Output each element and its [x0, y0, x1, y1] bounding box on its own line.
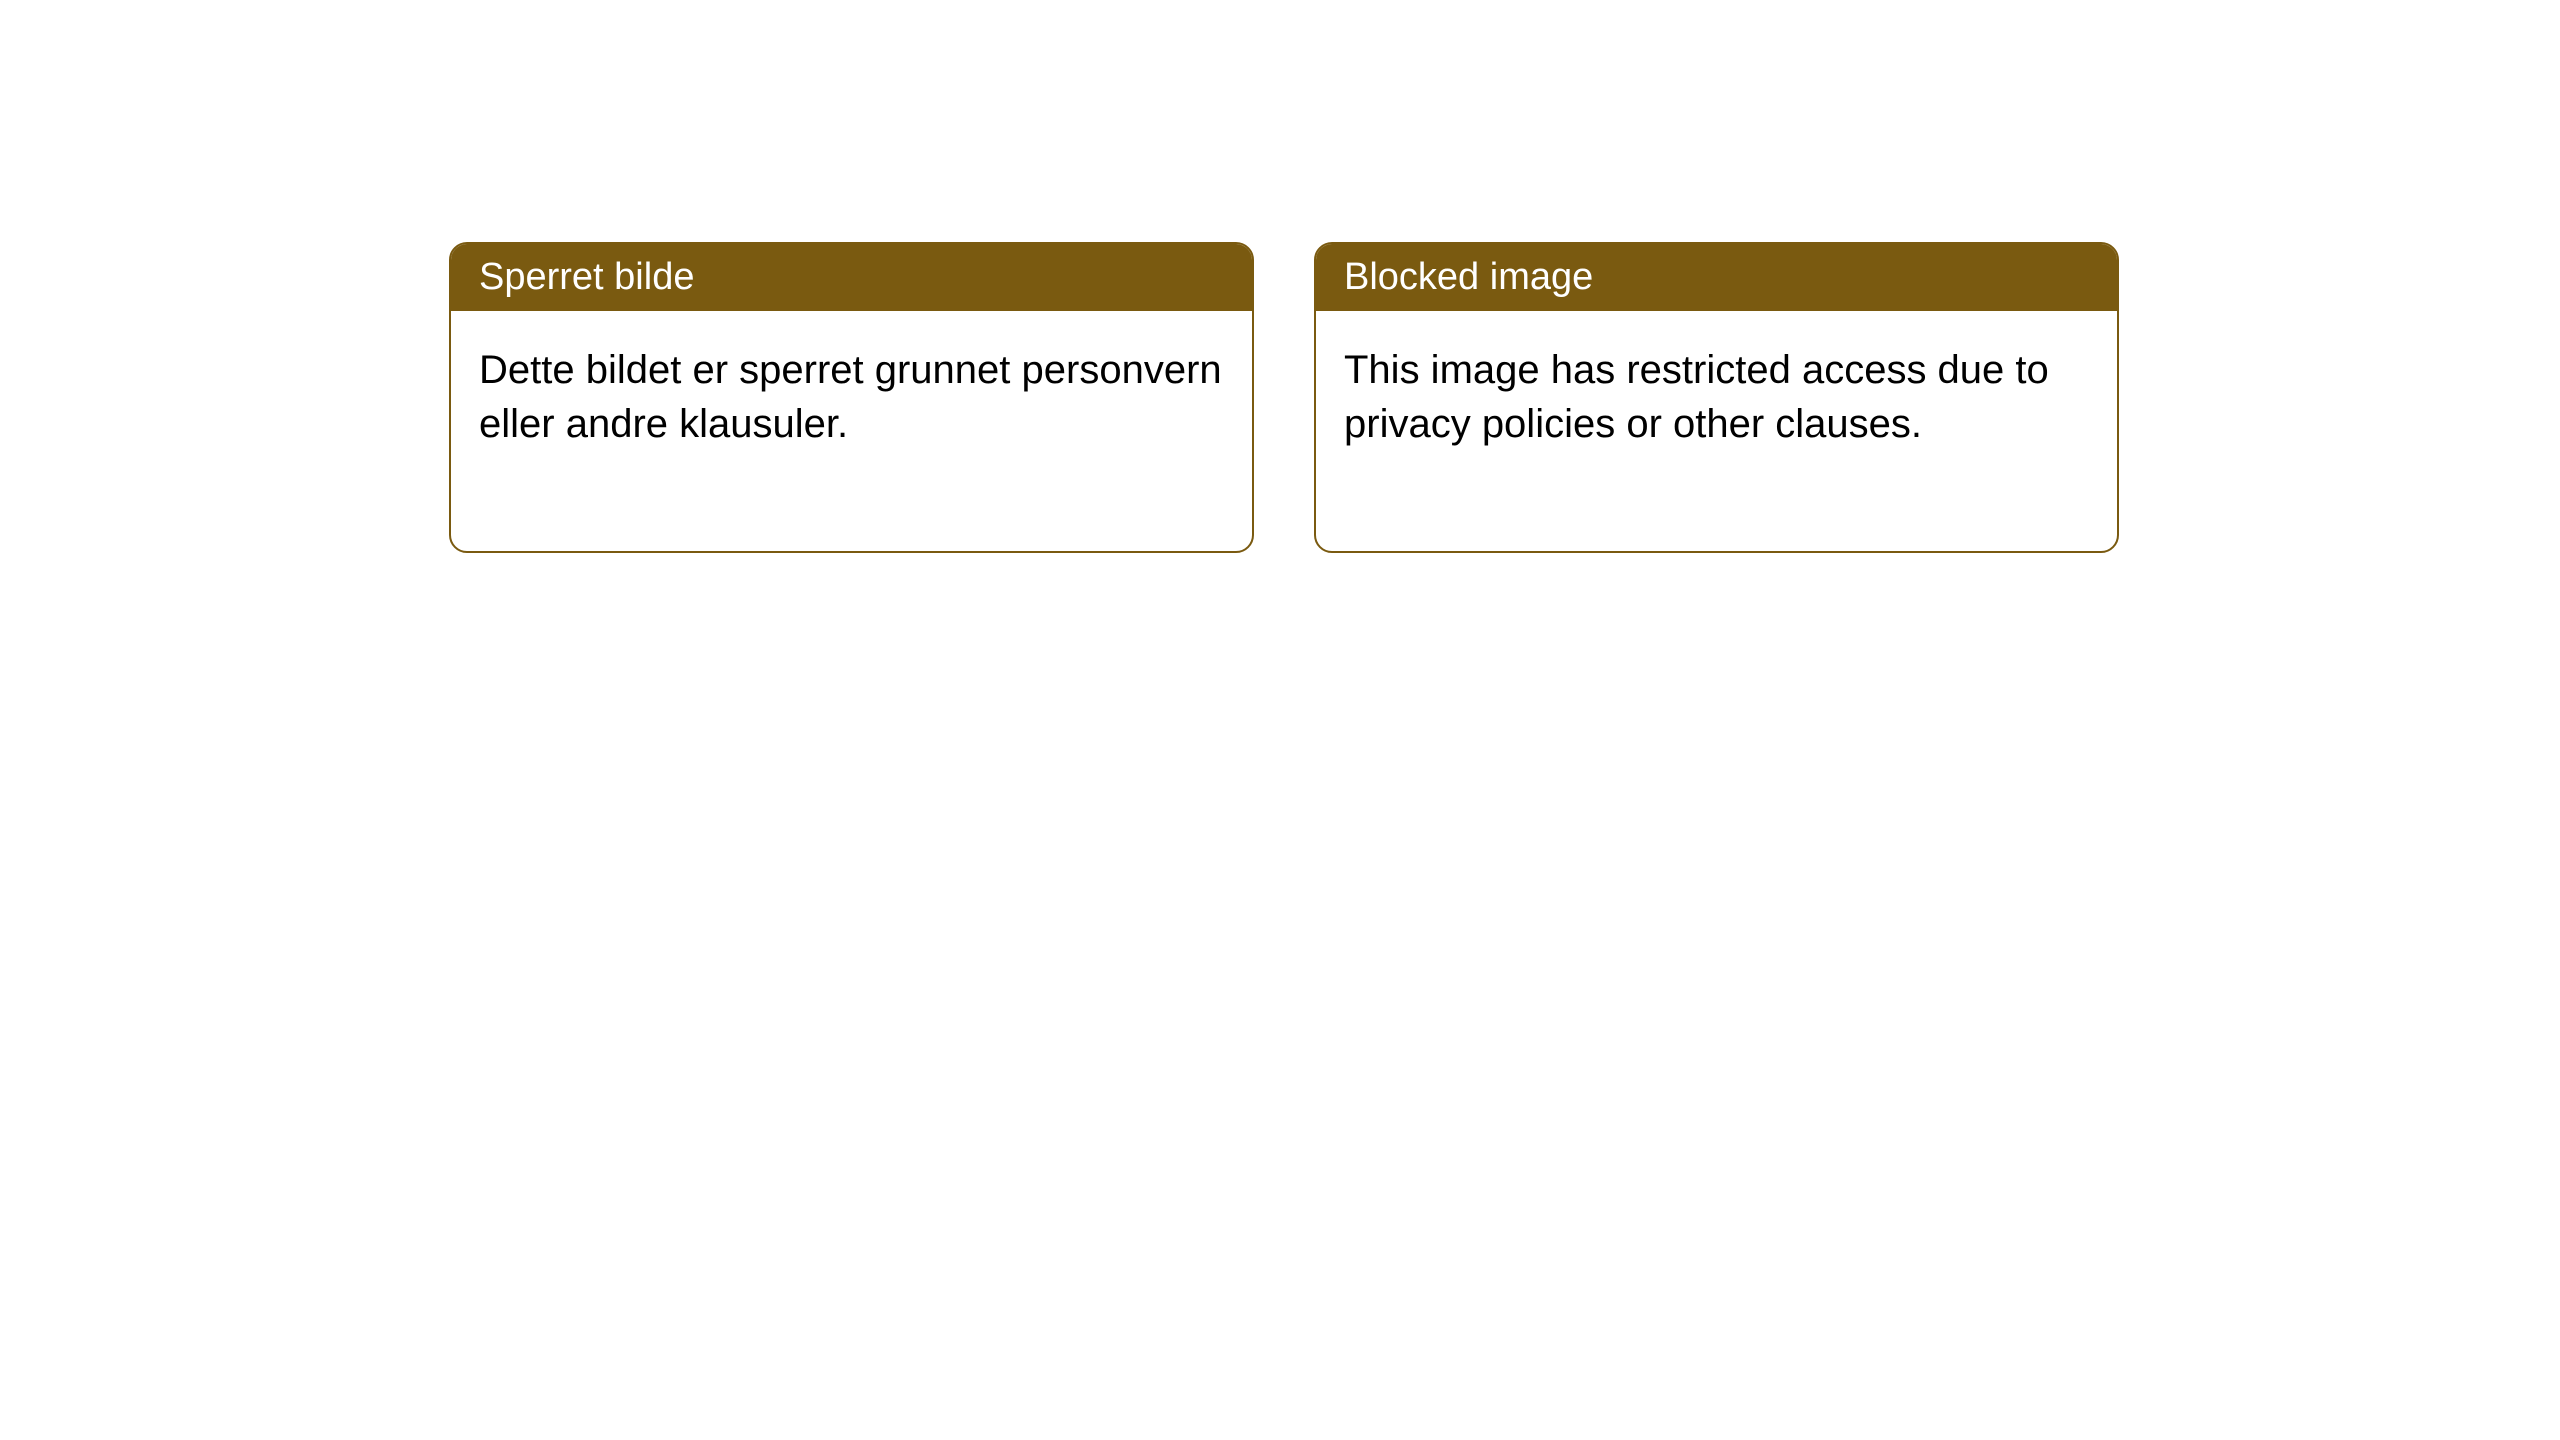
notice-header-norwegian: Sperret bilde	[451, 244, 1252, 311]
notice-header-english: Blocked image	[1316, 244, 2117, 311]
notice-body-english: This image has restricted access due to …	[1316, 311, 2117, 551]
notice-body-norwegian: Dette bildet er sperret grunnet personve…	[451, 311, 1252, 551]
notice-container: Sperret bilde Dette bildet er sperret gr…	[449, 242, 2119, 553]
notice-card-english: Blocked image This image has restricted …	[1314, 242, 2119, 553]
notice-card-norwegian: Sperret bilde Dette bildet er sperret gr…	[449, 242, 1254, 553]
